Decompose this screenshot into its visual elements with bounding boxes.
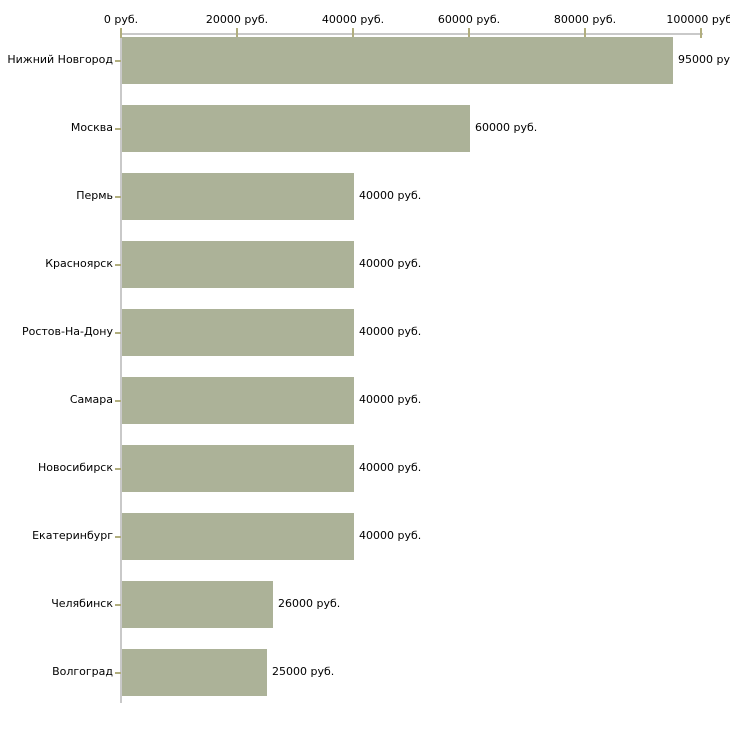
category-label: Новосибирск — [37, 461, 113, 474]
y-tick-mark — [115, 604, 121, 606]
value-label: 40000 руб. — [359, 393, 422, 406]
x-tick-mark — [352, 28, 354, 38]
y-axis-line — [120, 33, 122, 703]
category-label: Екатеринбург — [32, 529, 113, 542]
x-tick-mark — [584, 28, 586, 38]
value-label: 95000 руб. — [678, 53, 730, 66]
bar — [122, 513, 354, 560]
x-tick-label: 60000 руб. — [437, 13, 501, 26]
category-label: Нижний Новгород — [7, 53, 113, 66]
y-tick-mark — [115, 332, 121, 334]
x-tick-label: 100000 руб. — [666, 13, 730, 26]
value-label: 40000 руб. — [359, 189, 422, 202]
bar — [122, 309, 354, 356]
x-tick-mark — [700, 28, 702, 38]
x-tick-label: 20000 руб. — [205, 13, 269, 26]
category-label: Волгоград — [52, 665, 113, 678]
value-label: 25000 руб. — [272, 665, 335, 678]
category-label: Ростов-На-Дону — [21, 325, 113, 338]
y-tick-mark — [115, 400, 121, 402]
category-label: Красноярск — [45, 257, 113, 270]
category-label: Челябинск — [51, 597, 113, 610]
bar — [122, 105, 470, 152]
y-tick-mark — [115, 60, 121, 62]
bar — [122, 241, 354, 288]
value-label: 40000 руб. — [359, 325, 422, 338]
y-tick-mark — [115, 672, 121, 674]
x-tick-mark — [468, 28, 470, 38]
x-tick-mark — [236, 28, 238, 38]
value-label: 60000 руб. — [475, 121, 538, 134]
bar — [122, 377, 354, 424]
value-label: 40000 руб. — [359, 529, 422, 542]
bar — [122, 445, 354, 492]
x-axis-line — [121, 33, 703, 35]
bar — [122, 581, 273, 628]
y-tick-mark — [115, 536, 121, 538]
y-tick-mark — [115, 196, 121, 198]
value-label: 26000 руб. — [278, 597, 341, 610]
y-tick-mark — [115, 468, 121, 470]
category-label: Самара — [69, 393, 113, 406]
value-label: 40000 руб. — [359, 461, 422, 474]
y-tick-mark — [115, 264, 121, 266]
value-label: 40000 руб. — [359, 257, 422, 270]
bar — [122, 649, 267, 696]
x-tick-label: 0 руб. — [103, 13, 139, 26]
bar — [122, 37, 673, 84]
x-tick-mark — [120, 28, 122, 38]
x-tick-label: 40000 руб. — [321, 13, 385, 26]
bar — [122, 173, 354, 220]
x-tick-label: 80000 руб. — [553, 13, 617, 26]
category-label: Пермь — [76, 189, 113, 202]
category-label: Москва — [70, 121, 113, 134]
y-tick-mark — [115, 128, 121, 130]
